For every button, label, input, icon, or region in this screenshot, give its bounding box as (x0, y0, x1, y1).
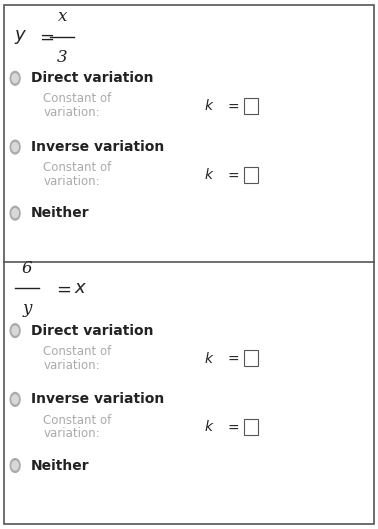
Circle shape (10, 324, 20, 338)
Text: $=$: $=$ (225, 351, 240, 365)
Text: $=$: $=$ (225, 99, 240, 113)
Text: $=$: $=$ (225, 168, 240, 181)
Text: variation:: variation: (43, 359, 100, 371)
Text: Neither: Neither (31, 459, 90, 472)
Bar (244, 419, 258, 435)
Circle shape (10, 71, 20, 85)
Text: $=$: $=$ (36, 28, 54, 46)
Circle shape (12, 461, 18, 470)
Text: $k$: $k$ (204, 351, 215, 366)
Text: Direct variation: Direct variation (31, 71, 153, 85)
Text: x: x (58, 8, 67, 25)
Circle shape (12, 143, 18, 151)
Circle shape (10, 459, 20, 472)
Text: $k$: $k$ (204, 98, 215, 113)
Circle shape (10, 140, 20, 154)
Text: Constant of: Constant of (43, 161, 112, 174)
Text: Neither: Neither (31, 206, 90, 220)
Text: y: y (23, 300, 32, 317)
Bar (244, 167, 258, 183)
Text: Constant of: Constant of (43, 345, 112, 358)
Text: $k$: $k$ (204, 167, 215, 182)
Text: variation:: variation: (43, 175, 100, 188)
Text: variation:: variation: (43, 106, 100, 119)
Circle shape (12, 209, 18, 217)
Text: 6: 6 (22, 260, 33, 277)
Text: Constant of: Constant of (43, 93, 112, 105)
Text: Inverse variation: Inverse variation (31, 393, 164, 406)
Circle shape (12, 326, 18, 335)
Bar (244, 350, 258, 366)
Circle shape (10, 206, 20, 220)
Text: $y$: $y$ (14, 28, 28, 46)
Text: $x$: $x$ (74, 279, 87, 297)
Text: $=$: $=$ (53, 279, 71, 297)
Text: Constant of: Constant of (43, 414, 112, 426)
Text: Direct variation: Direct variation (31, 324, 153, 338)
Circle shape (12, 74, 18, 83)
Bar (244, 98, 258, 114)
Circle shape (10, 393, 20, 406)
Text: $k$: $k$ (204, 419, 215, 434)
Circle shape (12, 395, 18, 404)
Text: 3: 3 (57, 49, 68, 66)
Text: Inverse variation: Inverse variation (31, 140, 164, 154)
Text: variation:: variation: (43, 427, 100, 440)
Text: $=$: $=$ (225, 420, 240, 434)
